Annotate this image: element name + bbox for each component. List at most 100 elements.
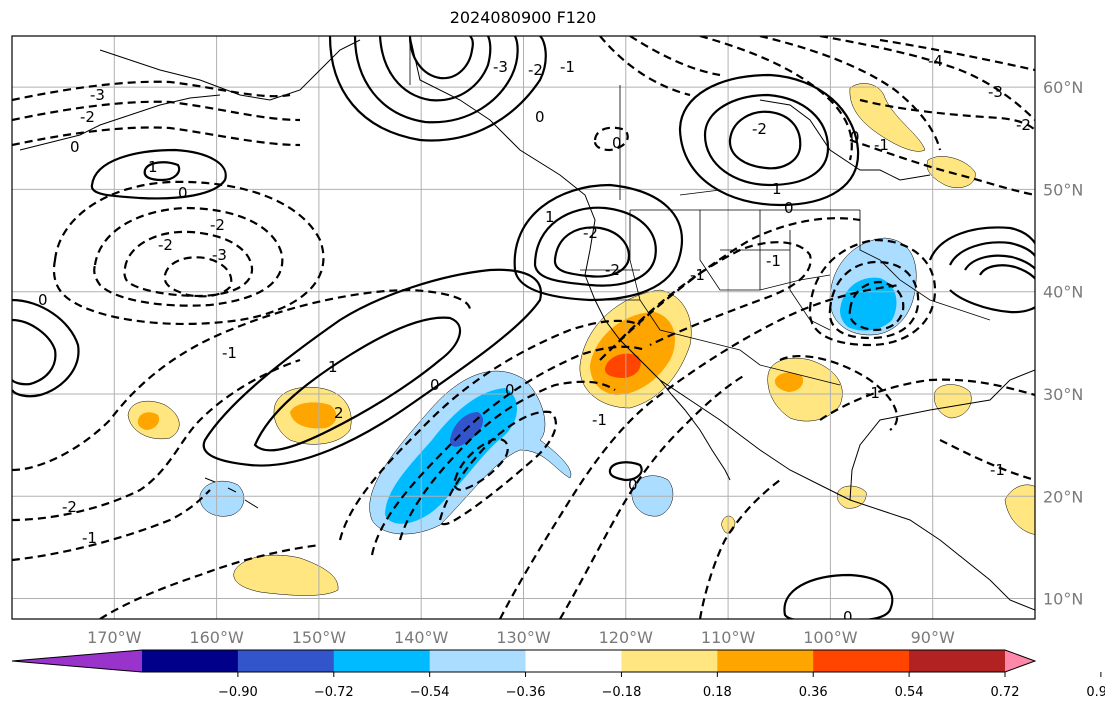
latitude-label: 60°N bbox=[1043, 78, 1083, 97]
contour-dashed bbox=[698, 479, 781, 619]
colorbar-tick-label: −0.36 bbox=[506, 685, 546, 700]
contour-label: 0 bbox=[70, 138, 80, 156]
contour-dashed bbox=[12, 489, 211, 562]
shaded-anomalies bbox=[127, 83, 1035, 596]
longitude-label: 150°W bbox=[292, 628, 347, 647]
contour-dashed bbox=[338, 319, 641, 541]
pos-anomaly-region bbox=[233, 554, 339, 596]
contour-label: 0 bbox=[784, 199, 794, 217]
longitude-label: 140°W bbox=[394, 628, 449, 647]
contour-label: 0 bbox=[38, 291, 48, 309]
contour-dashed bbox=[699, 36, 853, 161]
contour-solid bbox=[143, 161, 181, 182]
contour-label: -2 bbox=[752, 120, 767, 138]
colorbar-tick-label: −0.90 bbox=[218, 685, 258, 700]
colorbar-outline bbox=[11, 649, 1037, 673]
hawaii-islands bbox=[204, 477, 259, 509]
contour-label: 1 bbox=[545, 208, 555, 226]
contour-solid bbox=[12, 318, 57, 386]
latitude-labels: 10°N 20°N 30°N 40°N 50°N 60°N bbox=[1043, 78, 1083, 608]
figure-title: 2024080900 F120 bbox=[449, 8, 597, 27]
longitude-labels: 170°W 160°W 150°W 140°W 130°W 120°W 110°W 100°W… bbox=[87, 628, 955, 647]
contour-solid bbox=[949, 241, 1035, 266]
contour-label: 0 bbox=[843, 608, 853, 626]
contour-dashed bbox=[879, 38, 1035, 72]
contour-dashed bbox=[453, 437, 509, 492]
longitude-label: 90°W bbox=[911, 628, 955, 647]
contour-dashed bbox=[12, 288, 472, 472]
contour-label: -4 bbox=[928, 52, 943, 70]
contour-dashed bbox=[819, 36, 1035, 121]
pos-anomaly-region bbox=[849, 83, 926, 152]
colorbar: −0.90 −0.72 −0.54 −0.36 −0.18 0.18 0.36 0.54 0.7… bbox=[11, 649, 1105, 700]
contour-label: -1 bbox=[560, 58, 575, 76]
contour-dashed bbox=[599, 217, 861, 361]
contour-solid bbox=[703, 93, 830, 187]
contour-label: 0 bbox=[178, 184, 188, 202]
contour-label: 0 bbox=[628, 476, 638, 494]
baja-california-coast bbox=[659, 379, 731, 481]
colorbar-segment bbox=[237, 650, 335, 672]
contour-label: 0 bbox=[850, 128, 860, 146]
contour-solid bbox=[533, 206, 657, 287]
contour-solid bbox=[949, 289, 1035, 314]
contour-dashed bbox=[398, 380, 616, 541]
contour-dashed bbox=[599, 36, 691, 97]
longitude-label: 160°W bbox=[189, 628, 244, 647]
pos-anomaly-core bbox=[774, 372, 804, 392]
contour-solid bbox=[328, 36, 547, 142]
contour-solid bbox=[253, 316, 461, 452]
colorbar-segment bbox=[429, 650, 527, 672]
colorbar-tick-label: −0.54 bbox=[410, 685, 450, 700]
contour-label: -2 bbox=[210, 216, 225, 234]
contour-dashed bbox=[12, 126, 301, 147]
contour-solid bbox=[553, 226, 630, 278]
neg-anomaly-region bbox=[199, 480, 245, 517]
contour-label: -3 bbox=[90, 86, 105, 104]
latitude-label: 50°N bbox=[1043, 180, 1083, 199]
contour-label: 2 bbox=[334, 404, 344, 422]
contour-solid bbox=[979, 264, 1035, 281]
graticule bbox=[12, 36, 1035, 619]
colorbar-tick-label: −0.18 bbox=[602, 685, 642, 700]
contour-dashed bbox=[123, 230, 254, 298]
pos-anomaly-region bbox=[1004, 484, 1035, 535]
hudson-bay-coast bbox=[759, 99, 931, 181]
contour-dashed bbox=[779, 355, 899, 431]
longitude-label: 100°W bbox=[803, 628, 858, 647]
colorbar-tick-label: 0.36 bbox=[799, 685, 828, 700]
colorbar-extend-min bbox=[12, 650, 142, 672]
contour-label: -1 bbox=[990, 461, 1005, 479]
contour-label: -2 bbox=[583, 224, 598, 242]
colorbar-tick-label: 0.54 bbox=[895, 685, 924, 700]
contour-dashed bbox=[12, 358, 301, 522]
contour-dashed bbox=[499, 283, 901, 619]
contour-solid bbox=[378, 36, 492, 102]
contour-label: -1 bbox=[874, 136, 889, 154]
contour-solid bbox=[12, 298, 80, 398]
contour-solid bbox=[678, 73, 860, 207]
contour-solid bbox=[202, 268, 543, 467]
contour-label: -2 bbox=[80, 108, 95, 126]
alaska-coast bbox=[99, 39, 361, 101]
contour-label: -2 bbox=[62, 498, 77, 516]
contour-label: 0 bbox=[612, 134, 622, 152]
contour-dashed bbox=[859, 98, 1035, 131]
contour-dashed bbox=[939, 439, 1035, 482]
contour-label: -2 bbox=[158, 236, 173, 254]
height-contours bbox=[12, 36, 1035, 619]
contour-solid bbox=[90, 148, 227, 200]
colorbar-segment bbox=[142, 650, 239, 672]
contour-dashed bbox=[438, 410, 557, 526]
colorbar-tick-label: 0.72 bbox=[991, 685, 1020, 700]
contour-label: 1 bbox=[148, 158, 158, 176]
contour-label: -1 bbox=[222, 344, 237, 362]
contour-label: 0 bbox=[430, 376, 440, 394]
colorbar-tick-label: 0.18 bbox=[703, 685, 732, 700]
coastlines bbox=[19, 36, 1035, 611]
contour-solid bbox=[928, 226, 1035, 261]
neg-anomaly-core bbox=[385, 388, 518, 524]
pos-anomaly-region bbox=[934, 384, 972, 419]
colorbar-segment bbox=[333, 650, 431, 672]
